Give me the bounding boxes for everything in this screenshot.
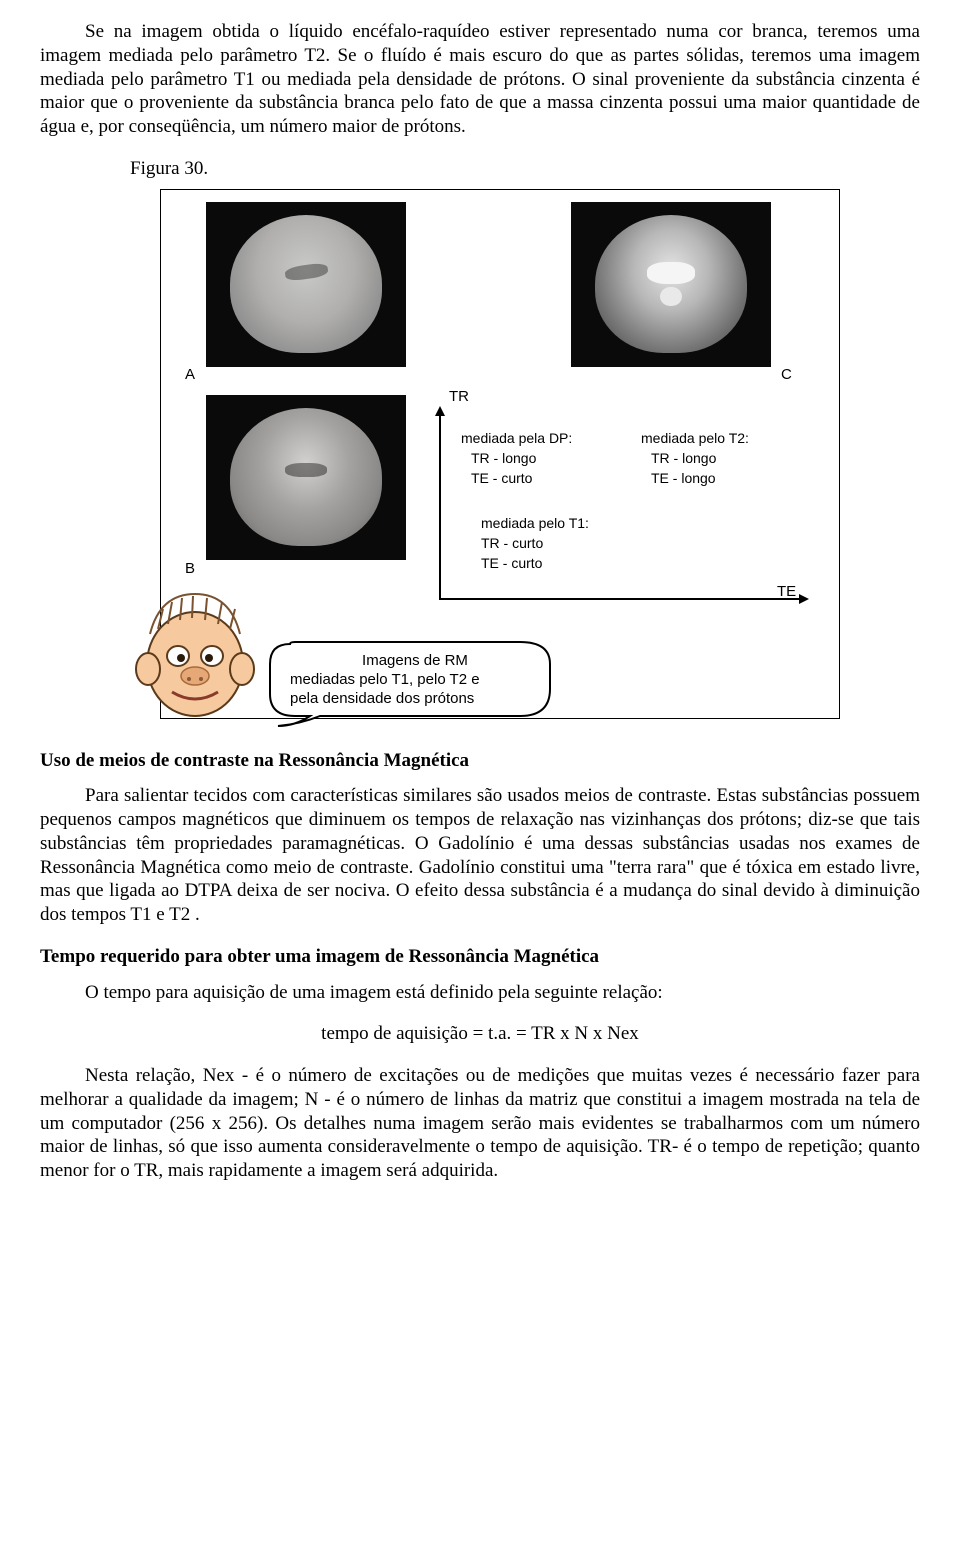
paragraph-intro: Se na imagem obtida o líquido encéfalo-r…	[40, 20, 920, 139]
heading-time: Tempo requerido para obter uma imagem de…	[40, 945, 920, 969]
figure-caption: Figura 30.	[130, 157, 920, 181]
x-axis	[439, 598, 799, 600]
label-c: C	[781, 366, 792, 385]
y-axis	[439, 415, 441, 600]
label-a: A	[185, 366, 195, 385]
t2-te: TE - longo	[651, 470, 716, 488]
t2-title: mediada pelo T2:	[641, 430, 749, 448]
brain-image-a	[206, 202, 406, 367]
dp-te: TE - curto	[471, 470, 532, 488]
x-axis-arrow	[799, 594, 809, 604]
figure-30: A B C TR TE mediada pela DP: TR - longo …	[160, 189, 890, 719]
t2-tr: TR - longo	[651, 450, 716, 468]
paragraph-time-intro: O tempo para aquisição de uma imagem est…	[40, 981, 920, 1005]
t1-title: mediada pelo T1:	[481, 515, 589, 533]
paragraph-time-detail: Nesta relação, Nex - é o número de excit…	[40, 1064, 920, 1183]
heading-contrast: Uso de meios de contraste na Ressonância…	[40, 749, 920, 773]
axis-label-tr: TR	[449, 388, 469, 407]
cartoon-face-icon	[130, 574, 260, 724]
y-axis-arrow	[435, 406, 445, 416]
equation: tempo de aquisição = t.a. = TR x N x Nex	[40, 1022, 920, 1046]
bubble-line-2: mediadas pelo T1, pelo T2 e	[290, 671, 540, 690]
brain-image-b	[206, 395, 406, 560]
dp-title: mediada pela DP:	[461, 430, 572, 448]
paragraph-contrast: Para salientar tecidos com característic…	[40, 784, 920, 927]
bubble-text: Imagens de RM mediadas pelo T1, pelo T2 …	[290, 652, 540, 708]
bubble-line-3: pela densidade dos prótons	[290, 690, 540, 709]
dp-tr: TR - longo	[471, 450, 536, 468]
t1-te: TE - curto	[481, 555, 542, 573]
t1-tr: TR - curto	[481, 535, 543, 553]
bubble-line-1: Imagens de RM	[290, 652, 540, 671]
brain-image-c	[571, 202, 771, 367]
